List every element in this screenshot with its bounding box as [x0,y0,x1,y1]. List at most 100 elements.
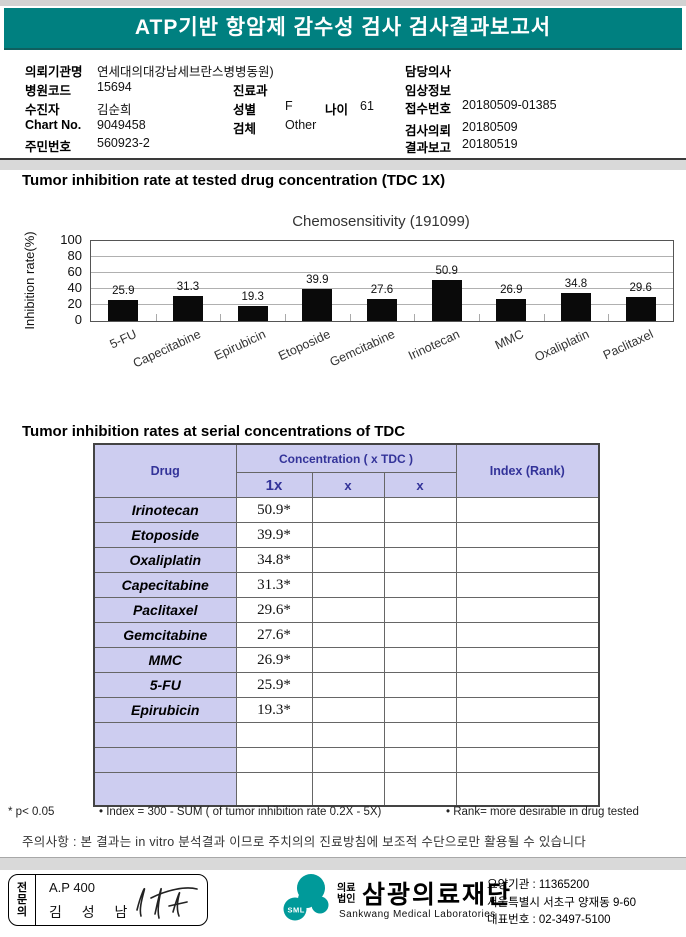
bar-value-label: 34.8 [564,278,588,291]
x-axis-tick [220,314,222,321]
index-rank-cell [455,722,600,748]
index-rank-cell [455,772,600,806]
drug-name-cell: Paclitaxel [93,597,237,623]
hospital-code-label: 병원코드 [25,84,72,98]
inhibition-rate-cell [311,722,385,748]
header-conc-1x: 1x [235,472,313,498]
gridline [91,272,673,273]
table-row: Gemcitabine 27.6* [93,622,600,648]
index-rank-cell [455,522,600,548]
bar-value-label: 31.3 [176,280,200,293]
chemosensitivity-chart: Chemosensitivity (191099) Inhibition rat… [0,205,686,405]
x-axis-label: Paclitaxel [601,327,656,363]
inhibition-rate-cell [383,497,457,523]
inhibition-rate-cell [383,622,457,648]
company-phone: 대표번호 : 02-3497-5100 [487,914,611,926]
specimen-value: Other [285,118,317,132]
inhibition-rate-cell [311,647,385,673]
index-rank-cell [455,672,600,698]
top-strip [0,0,686,6]
clinical-label: 임상정보 [405,84,452,98]
sex-label: 성별 [233,103,257,117]
header-conc-x3: x [383,472,457,498]
gridline [91,256,673,257]
x-axis-tick [479,314,480,321]
inhibition-rate-cell: 31.3* [235,572,313,598]
index-rank-cell [455,597,600,623]
inhibition-rate-cell: 26.9* [235,647,313,673]
x-axis-label: Epirubicin [211,327,268,363]
table-section-title: Tumor inhibition rates at serial concent… [22,423,406,440]
header-concentration: Concentration ( x TDC ) [235,443,457,473]
index-rank-cell [455,572,600,598]
footnote-pvalue: * p< 0.05 [8,806,55,818]
x-axis-label: Oxaliplatin [532,327,591,365]
inhibition-rate-cell: 34.8* [235,547,313,573]
drug-name-cell: Irinotecan [93,497,237,523]
inhibition-rate-cell [235,747,313,773]
drug-name-cell [93,772,237,806]
inhibition-rate-cell [383,747,457,773]
org-label: 의뢰기관명 [25,65,83,79]
inhibition-rate-cell: 39.9* [235,522,313,548]
bar-value-label: 39.9 [306,274,329,287]
specialist-code: A.P 400 [49,880,96,895]
bar-value-label: 25.9 [112,285,135,298]
x-axis-tick [349,314,351,321]
x-axis-tick [608,314,610,321]
x-axis-label: Irinotecan [405,327,462,363]
header-index-rank: Index (Rank) [455,443,600,498]
index-rank-cell [455,647,600,673]
y-axis-tick: 60 [67,264,82,279]
inhibition-rate-cell [311,572,385,598]
age-label: 나이 [325,103,349,117]
report-title-banner: ATP기반 항암제 감수성 검사 검사결과보고서 [4,8,682,50]
tdc-table: Drug Concentration ( x TDC ) Index (Rank… [93,443,600,807]
table-row: Etoposide 39.9* [93,522,600,548]
patient-label: 수진자 [25,103,60,117]
x-axis-tick [285,314,286,321]
chart-bar-Paclitaxel [625,297,656,321]
report-title: ATP기반 항암제 감수성 검사 검사결과보고서 [134,16,552,39]
index-rank-cell [455,497,600,523]
x-axis-label: Etoposide [275,327,333,364]
inhibition-rate-cell [383,647,457,673]
bar-value-label: 19.3 [241,290,264,303]
age-value: 61 [360,99,374,113]
care-org-number: 요양기관 : 11365200 [487,879,590,891]
inhibition-rate-cell: 50.9* [235,497,313,523]
drug-name-cell [93,722,237,748]
index-rank-cell [455,747,600,773]
inhibition-rate-cell [311,497,385,523]
logo-text: SML [288,906,305,915]
org-type-label: 의료 법인 [337,883,356,905]
drug-name-cell: Capecitabine [93,572,237,598]
footnote-rank: • Rank= more desirable in drug tested [446,806,639,818]
inhibition-rate-cell [311,672,385,698]
receipt-no-value: 20180509-01385 [462,98,557,112]
resident-no-value: 560923-2 [97,136,150,150]
drug-name-cell: Epirubicin [93,697,237,723]
inhibition-rate-cell [311,622,385,648]
empty-row [93,747,600,773]
header-conc-x2: x [311,472,385,498]
x-axis-tick [543,314,545,321]
inhibition-rate-cell [383,572,457,598]
footer-divider [0,857,686,870]
sex-value: F [285,99,293,113]
report-date-label: 결과보고 [405,141,452,155]
inhibition-rate-cell [383,772,457,806]
caution-note: 주의사항 : 본 결과는 in vitro 분석결과 이므로 주치의의 진료방침… [22,835,587,849]
inhibition-rate-cell [383,547,457,573]
y-axis-tick: 40 [67,280,82,295]
table-body: Irinotecan 50.9* Etoposide 39.9* Oxaliplatin… [93,497,600,806]
drug-name-cell: Etoposide [93,522,237,548]
chart-bar-Epirubicin [237,305,268,321]
inhibition-rate-cell: 19.3* [235,697,313,723]
company-name-en: Sankwang Medical Laboratories [339,909,496,920]
chart-bar-MMC [496,299,527,321]
table-row: MMC 26.9* [93,647,600,673]
chart-section-title: Tumor inhibition rate at tested drug con… [22,172,446,189]
